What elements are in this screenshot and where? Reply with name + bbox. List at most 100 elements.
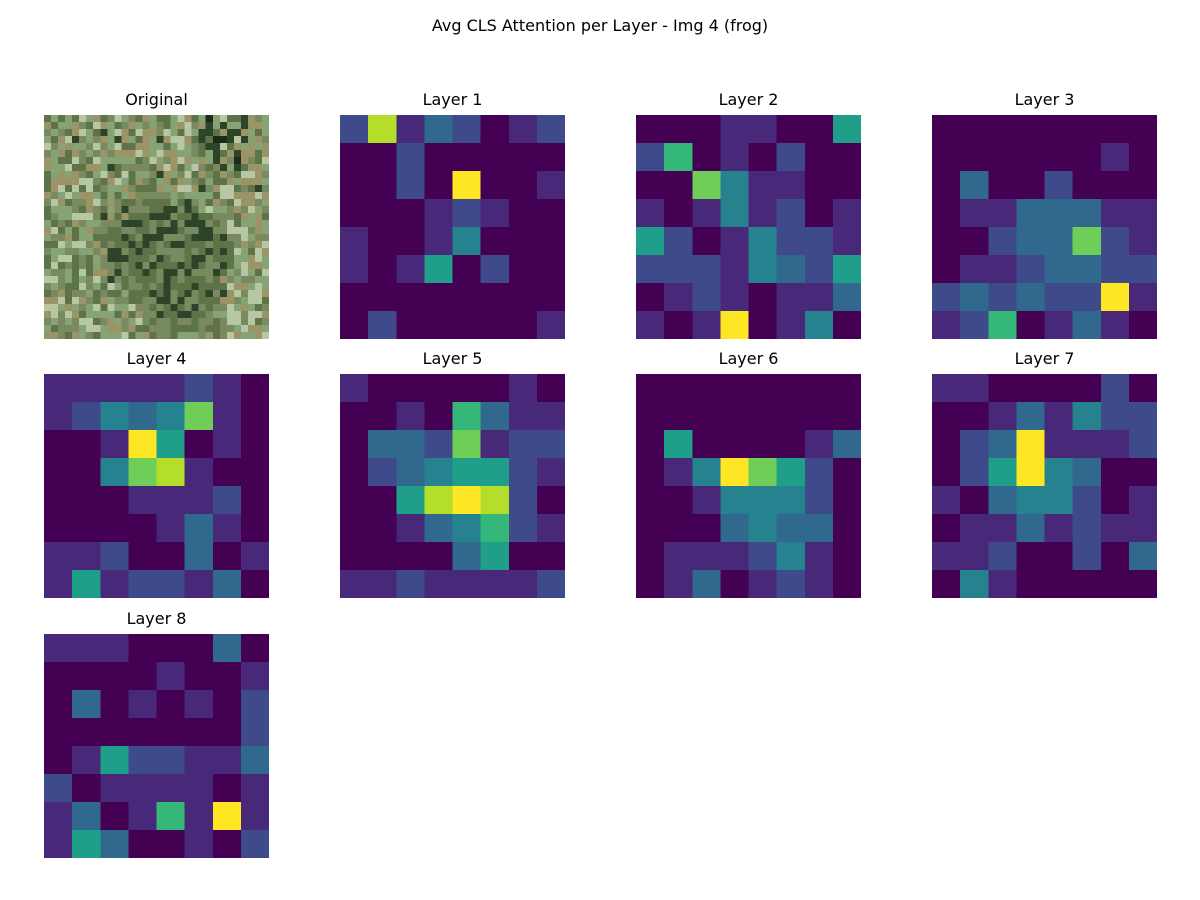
heatmap-cell xyxy=(396,255,425,284)
heatmap-cell xyxy=(720,458,749,487)
heatmap-cell xyxy=(1129,486,1157,515)
heatmap-layer-8 xyxy=(44,634,269,858)
heatmap-cell xyxy=(396,115,425,144)
layer-6-panel: Layer 6 xyxy=(636,374,861,598)
heatmap-cell xyxy=(424,283,453,312)
heatmap-cell xyxy=(340,374,369,403)
heatmap-cell xyxy=(157,458,186,487)
heatmap-cell xyxy=(749,430,778,459)
heatmap-cell xyxy=(988,570,1017,598)
heatmap-cell xyxy=(1101,430,1130,459)
heatmap-cell xyxy=(213,430,242,459)
heatmap-cell xyxy=(1101,283,1130,312)
heatmap-cell xyxy=(424,458,453,487)
heatmap-cell xyxy=(1045,227,1074,256)
heatmap-cell xyxy=(720,255,749,284)
heatmap-cell xyxy=(44,802,73,831)
heatmap-cell xyxy=(960,311,989,339)
heatmap-cell xyxy=(157,830,186,858)
heatmap-cell xyxy=(833,570,861,598)
heatmap-cell xyxy=(664,514,693,543)
heatmap-cell xyxy=(157,802,186,831)
heatmap-cell xyxy=(1101,458,1130,487)
heatmap-cell xyxy=(368,199,397,228)
heatmap-cell xyxy=(100,514,129,543)
heatmap-cell xyxy=(157,402,186,431)
heatmap-cell xyxy=(1073,143,1102,172)
heatmap-cell xyxy=(509,570,538,598)
heatmap-cell xyxy=(453,227,482,256)
heatmap-cell xyxy=(692,430,721,459)
heatmap-cell xyxy=(100,402,129,431)
heatmap-cell xyxy=(805,430,834,459)
heatmap-cell xyxy=(833,514,861,543)
heatmap-cell xyxy=(777,514,806,543)
heatmap-cell xyxy=(537,430,565,459)
heatmap-cell xyxy=(777,458,806,487)
heatmap-cell xyxy=(636,458,665,487)
heatmap-cell xyxy=(424,255,453,284)
heatmap-cell xyxy=(777,171,806,200)
heatmap-cell xyxy=(100,774,129,803)
heatmap-cell xyxy=(241,746,269,775)
heatmap-cell xyxy=(157,374,186,403)
heatmap-cell xyxy=(481,115,510,144)
heatmap-cell xyxy=(692,542,721,571)
heatmap-cell xyxy=(1045,430,1074,459)
heatmap-cell xyxy=(340,570,369,598)
heatmap-cell xyxy=(100,718,129,747)
heatmap-cell xyxy=(664,115,693,144)
heatmap-cell xyxy=(509,542,538,571)
heatmap-cell xyxy=(72,746,101,775)
heatmap-cell xyxy=(1101,542,1130,571)
heatmap-cell xyxy=(988,430,1017,459)
heatmap-cell xyxy=(1101,199,1130,228)
heatmap-cell xyxy=(368,514,397,543)
heatmap-cell xyxy=(1045,542,1074,571)
heatmap-cell xyxy=(368,283,397,312)
heatmap-cell xyxy=(72,514,101,543)
heatmap-cell xyxy=(636,227,665,256)
heatmap-cell xyxy=(213,458,242,487)
figure-title: Avg CLS Attention per Layer - Img 4 (fro… xyxy=(0,16,1200,35)
heatmap-cell xyxy=(481,486,510,515)
heatmap-cell xyxy=(509,311,538,339)
heatmap-cell xyxy=(72,774,101,803)
heatmap-cell xyxy=(157,430,186,459)
heatmap-cell xyxy=(777,542,806,571)
heatmap-cell xyxy=(833,486,861,515)
heatmap-cell xyxy=(664,255,693,284)
heatmap-cell xyxy=(509,171,538,200)
heatmap-cell xyxy=(453,199,482,228)
heatmap-cell xyxy=(157,690,186,719)
heatmap-cell xyxy=(692,374,721,403)
heatmap-cell xyxy=(157,662,186,691)
heatmap-cell xyxy=(424,402,453,431)
heatmap-cell xyxy=(720,227,749,256)
heatmap-cell xyxy=(453,115,482,144)
heatmap-cell xyxy=(1101,255,1130,284)
heatmap-cell xyxy=(1129,255,1157,284)
heatmap-cell xyxy=(960,227,989,256)
heatmap-cell xyxy=(185,402,214,431)
heatmap-cell xyxy=(537,255,565,284)
heatmap-cell xyxy=(960,115,989,144)
heatmap-cell xyxy=(1101,311,1130,339)
heatmap-cell xyxy=(128,458,157,487)
heatmap-cell xyxy=(453,402,482,431)
heatmap-cell xyxy=(636,430,665,459)
heatmap-cell xyxy=(157,746,186,775)
heatmap-cell xyxy=(340,514,369,543)
heatmap-cell xyxy=(157,514,186,543)
heatmap-cell xyxy=(932,283,961,312)
heatmap-cell xyxy=(833,542,861,571)
heatmap-cell xyxy=(241,430,269,459)
heatmap-cell xyxy=(44,662,73,691)
heatmap-cell xyxy=(1073,402,1102,431)
heatmap-layer-6 xyxy=(636,374,861,598)
heatmap-cell xyxy=(636,143,665,172)
heatmap-cell xyxy=(636,115,665,144)
heatmap-cell xyxy=(44,830,73,858)
heatmap-cell xyxy=(833,171,861,200)
heatmap-cell xyxy=(664,570,693,598)
